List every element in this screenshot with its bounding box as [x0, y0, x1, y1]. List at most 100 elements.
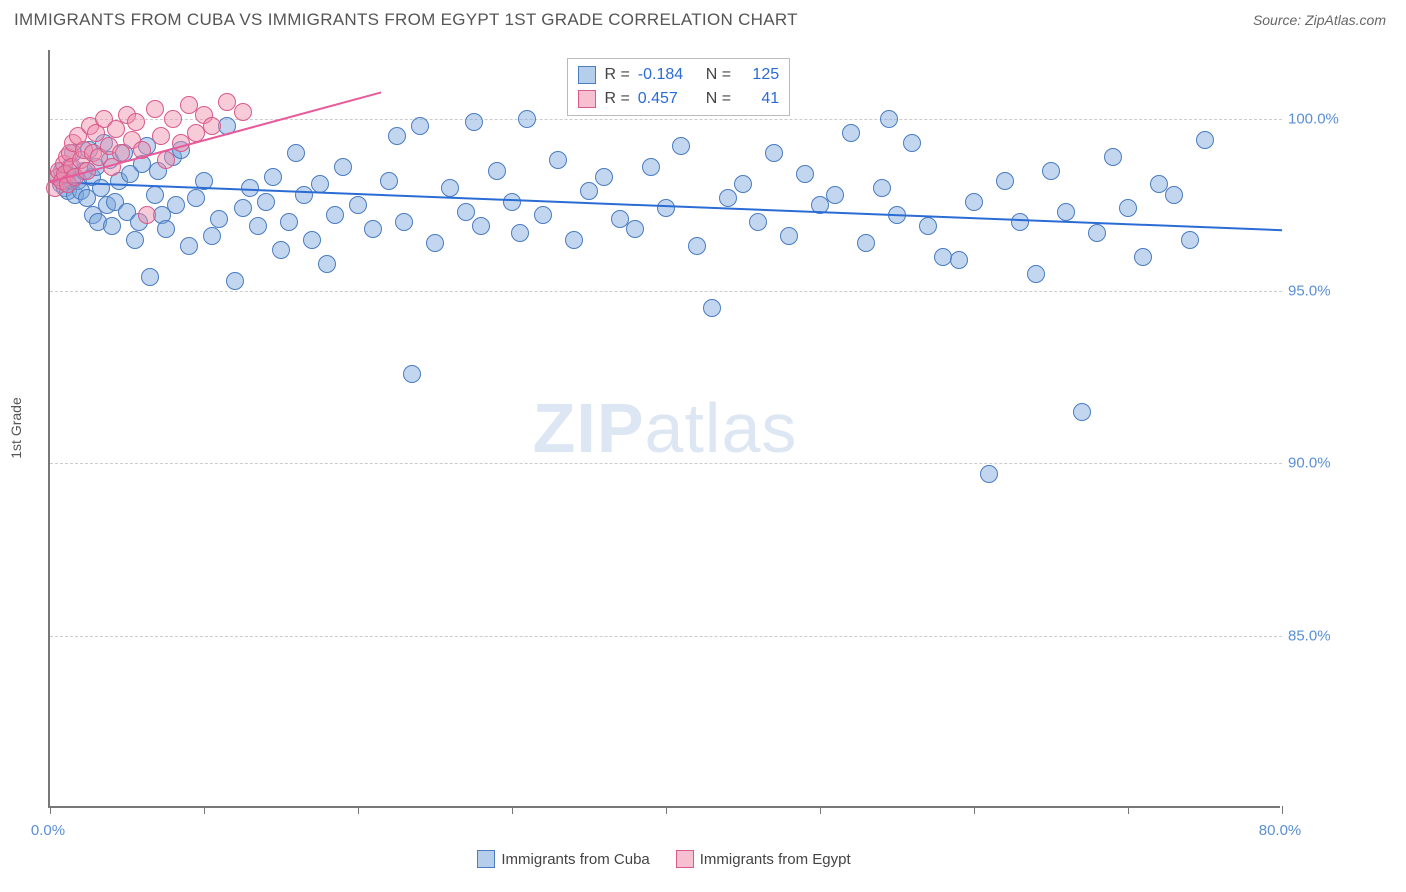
- ytick-label: 95.0%: [1288, 283, 1378, 300]
- data-point: [364, 220, 382, 238]
- data-point: [1134, 248, 1152, 266]
- data-point: [1104, 148, 1122, 166]
- data-point: [511, 224, 529, 242]
- data-point: [703, 299, 721, 317]
- data-point: [826, 186, 844, 204]
- data-point: [549, 151, 567, 169]
- data-point: [565, 231, 583, 249]
- data-point: [1011, 213, 1029, 231]
- data-point: [719, 189, 737, 207]
- xtick: [1282, 806, 1283, 814]
- data-point: [411, 117, 429, 135]
- gridline-h: [50, 291, 1282, 292]
- ytick-label: 85.0%: [1288, 627, 1378, 644]
- data-point: [187, 189, 205, 207]
- stats-r-value: 0.457: [638, 87, 698, 111]
- ytick-label: 100.0%: [1288, 110, 1378, 127]
- xtick: [1128, 806, 1129, 814]
- data-point: [1057, 203, 1075, 221]
- data-point: [980, 465, 998, 483]
- data-point: [626, 220, 644, 238]
- data-point: [1196, 131, 1214, 149]
- data-point: [164, 110, 182, 128]
- stats-n-label: N =: [706, 63, 731, 87]
- ytick-label: 90.0%: [1288, 455, 1378, 472]
- data-point: [1042, 162, 1060, 180]
- data-point: [780, 227, 798, 245]
- source-name: ZipAtlas.com: [1305, 12, 1386, 28]
- data-point: [272, 241, 290, 259]
- data-point: [919, 217, 937, 235]
- data-point: [167, 196, 185, 214]
- data-point: [127, 113, 145, 131]
- data-point: [441, 179, 459, 197]
- data-point: [157, 151, 175, 169]
- data-point: [465, 113, 483, 131]
- data-point: [388, 127, 406, 145]
- data-point: [472, 217, 490, 235]
- data-point: [880, 110, 898, 128]
- stats-n-label: N =: [706, 87, 731, 111]
- header: IMMIGRANTS FROM CUBA VS IMMIGRANTS FROM …: [0, 0, 1406, 36]
- data-point: [426, 234, 444, 252]
- data-point: [1073, 403, 1091, 421]
- watermark: ZIPatlas: [533, 388, 798, 468]
- data-point: [657, 199, 675, 217]
- data-point: [873, 179, 891, 197]
- data-point: [457, 203, 475, 221]
- stats-r-label: R =: [604, 63, 629, 87]
- chart-title: IMMIGRANTS FROM CUBA VS IMMIGRANTS FROM …: [14, 10, 798, 30]
- xtick: [974, 806, 975, 814]
- legend-item-cuba: Immigrants from Cuba: [477, 850, 649, 868]
- data-point: [1181, 231, 1199, 249]
- gridline-h: [50, 119, 1282, 120]
- data-point: [126, 231, 144, 249]
- data-point: [92, 179, 110, 197]
- data-point: [146, 100, 164, 118]
- data-point: [996, 172, 1014, 190]
- data-point: [503, 193, 521, 211]
- data-point: [950, 251, 968, 269]
- data-point: [380, 172, 398, 190]
- data-point: [257, 193, 275, 211]
- data-point: [152, 127, 170, 145]
- data-point: [318, 255, 336, 273]
- stats-r-value: -0.184: [638, 63, 698, 87]
- data-point: [334, 158, 352, 176]
- data-point: [488, 162, 506, 180]
- data-point: [349, 196, 367, 214]
- data-point: [842, 124, 860, 142]
- data-point: [642, 158, 660, 176]
- stats-swatch-pink: [578, 90, 596, 108]
- xtick: [358, 806, 359, 814]
- data-point: [210, 210, 228, 228]
- plot-area: 1st Grade ZIPatlas 85.0%90.0%95.0%100.0%…: [48, 50, 1280, 808]
- xtick-label: 0.0%: [31, 822, 65, 839]
- data-point: [180, 237, 198, 255]
- data-point: [249, 217, 267, 235]
- data-point: [1027, 265, 1045, 283]
- stats-box: R =-0.184N =125R =0.457N =41: [567, 58, 790, 116]
- data-point: [857, 234, 875, 252]
- data-point: [903, 134, 921, 152]
- xtick: [666, 806, 667, 814]
- xtick: [50, 806, 51, 814]
- data-point: [234, 199, 252, 217]
- gridline-h: [50, 463, 1282, 464]
- data-point: [672, 137, 690, 155]
- stats-row: R =-0.184N =125: [578, 63, 779, 87]
- data-point: [326, 206, 344, 224]
- data-point: [295, 186, 313, 204]
- data-point: [1119, 199, 1137, 217]
- stats-n-value: 41: [739, 87, 779, 111]
- watermark-zip: ZIP: [533, 389, 645, 467]
- data-point: [287, 144, 305, 162]
- data-point: [534, 206, 552, 224]
- xtick: [204, 806, 205, 814]
- data-point: [280, 213, 298, 231]
- legend-swatch-blue: [477, 850, 495, 868]
- data-point: [1165, 186, 1183, 204]
- data-point: [1088, 224, 1106, 242]
- data-point: [765, 144, 783, 162]
- stats-row: R =0.457N =41: [578, 87, 779, 111]
